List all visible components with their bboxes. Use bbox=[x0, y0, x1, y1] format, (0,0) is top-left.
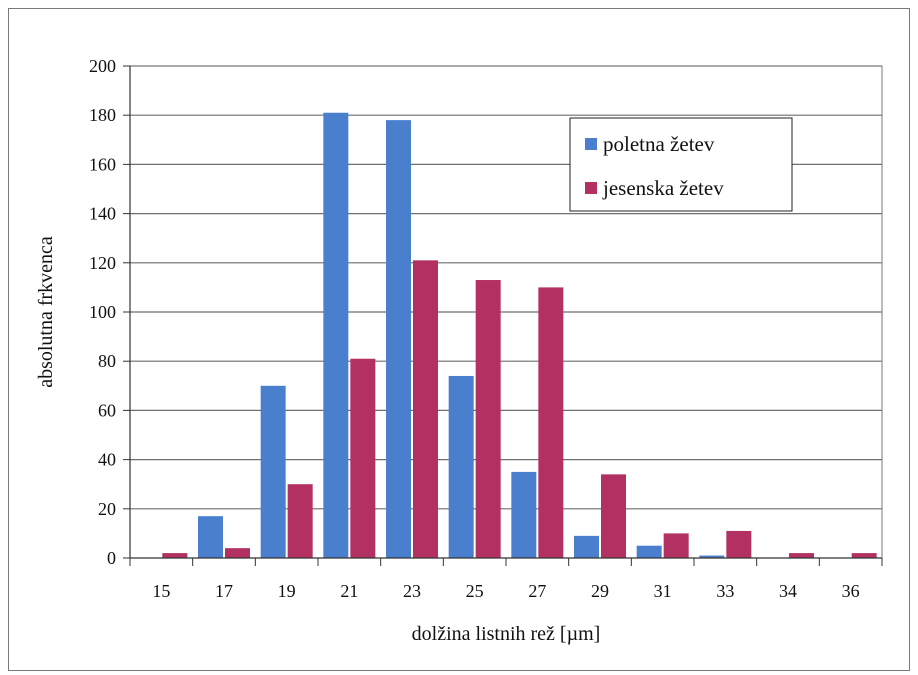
x-tick-label: 36 bbox=[842, 581, 860, 601]
bar-jesenska-15 bbox=[162, 553, 188, 558]
x-tick-label: 23 bbox=[403, 581, 421, 601]
bar-poletna-17 bbox=[198, 516, 223, 558]
bar-poletna-33 bbox=[699, 555, 725, 558]
legend-swatch-jesenska bbox=[585, 182, 597, 194]
y-tick-label: 20 bbox=[98, 499, 116, 519]
x-tick-label: 33 bbox=[716, 581, 734, 601]
x-tick-label: 17 bbox=[215, 581, 233, 601]
bars bbox=[162, 112, 877, 559]
y-tick-label: 100 bbox=[89, 302, 116, 322]
legend-label-jesenska: jesenska žetev bbox=[602, 176, 724, 200]
bar-jesenska-25 bbox=[475, 280, 501, 558]
x-tick-label: 31 bbox=[654, 581, 672, 601]
x-tick-label: 34 bbox=[779, 581, 797, 601]
bar-poletna-21 bbox=[323, 112, 349, 559]
x-tick-label: 15 bbox=[152, 581, 170, 601]
x-axis-label: dolžina listnih rež [µm] bbox=[412, 623, 601, 645]
legend-label-poletna: poletna žetev bbox=[603, 132, 715, 156]
bar-jesenska-23 bbox=[413, 260, 438, 558]
bar-poletna-19 bbox=[260, 385, 286, 558]
x-tick-labels: 15 17 19 21 23 25 27 29 31 33 34 36 bbox=[152, 581, 859, 601]
bar-jesenska-19 bbox=[287, 484, 313, 558]
bar-jesenska-21 bbox=[350, 358, 376, 558]
y-tick-label: 120 bbox=[89, 253, 116, 273]
y-tick-label: 180 bbox=[89, 105, 116, 125]
legend: poletna žetev jesenska žetev bbox=[569, 117, 793, 212]
y-tick-label: 80 bbox=[98, 351, 116, 371]
bar-poletna-23 bbox=[386, 120, 411, 559]
x-tick-label: 25 bbox=[466, 581, 484, 601]
x-tick-label: 19 bbox=[278, 581, 296, 601]
bar-poletna-25 bbox=[448, 375, 474, 558]
bar-jesenska-36 bbox=[851, 553, 877, 558]
legend-swatch-poletna bbox=[585, 138, 597, 150]
y-axis-label: absolutna frkvenca bbox=[35, 236, 57, 388]
bar-poletna-31 bbox=[636, 545, 662, 558]
y-tick-label: 0 bbox=[107, 548, 116, 568]
bar-poletna-29 bbox=[574, 535, 599, 558]
bar-jesenska-17 bbox=[225, 548, 250, 558]
bar-jesenska-34 bbox=[789, 553, 814, 558]
bar-jesenska-29 bbox=[601, 474, 626, 558]
bar-jesenska-27 bbox=[538, 287, 564, 558]
x-tick-label: 29 bbox=[591, 581, 609, 601]
bar-jesenska-33 bbox=[726, 530, 752, 558]
axes bbox=[123, 65, 883, 566]
bar-jesenska-31 bbox=[663, 533, 689, 558]
y-tick-label: 160 bbox=[89, 154, 116, 174]
x-tick-label: 27 bbox=[528, 581, 546, 601]
y-tick-label: 140 bbox=[89, 204, 116, 224]
bar-poletna-27 bbox=[511, 471, 537, 558]
x-tick-label: 21 bbox=[340, 581, 358, 601]
y-tick-label: 40 bbox=[98, 450, 116, 470]
legend-box bbox=[569, 117, 793, 212]
y-tick-labels: 0 20 40 60 80 100 120 140 160 180 200 bbox=[89, 56, 116, 568]
y-tick-label: 200 bbox=[89, 56, 116, 76]
y-tick-label: 60 bbox=[98, 400, 116, 420]
